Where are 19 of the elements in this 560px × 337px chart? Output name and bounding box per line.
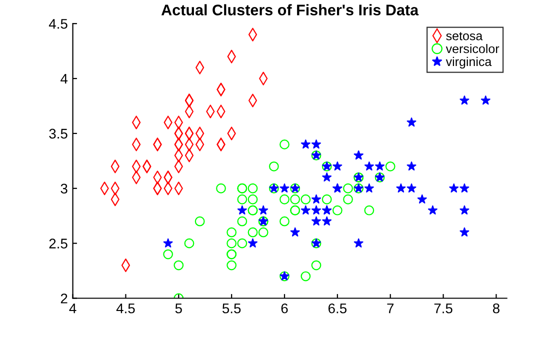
x-tick-label: 4 [69, 304, 76, 314]
x-tick-label: 6.5 [328, 303, 347, 314]
x-tick-label: 7 [387, 304, 394, 314]
x-tick-label: 4.5 [116, 304, 135, 314]
y-tick-label: 4.5 [48, 19, 68, 29]
chart-title: Actual Clusters of Fisher's Iris Data [161, 4, 419, 16]
legend-label: setosa [446, 32, 483, 40]
x-tick-label: 6 [281, 303, 288, 314]
y-tick-label: 4 [60, 74, 68, 84]
y-tick-label: 3 [60, 184, 68, 194]
x-tick-label: 7.5 [434, 304, 452, 314]
y-tick-label: 2 [60, 294, 68, 304]
x-tick-label: 5 [175, 304, 182, 314]
y-tick-label: 3.5 [49, 128, 68, 139]
x-tick-label: 5.5 [222, 304, 241, 314]
legend-label: versicolor [446, 44, 500, 54]
x-tick-label: 8 [492, 303, 500, 314]
y-tick-label: 2.5 [49, 238, 68, 248]
legend-label: virginica [446, 56, 492, 69]
